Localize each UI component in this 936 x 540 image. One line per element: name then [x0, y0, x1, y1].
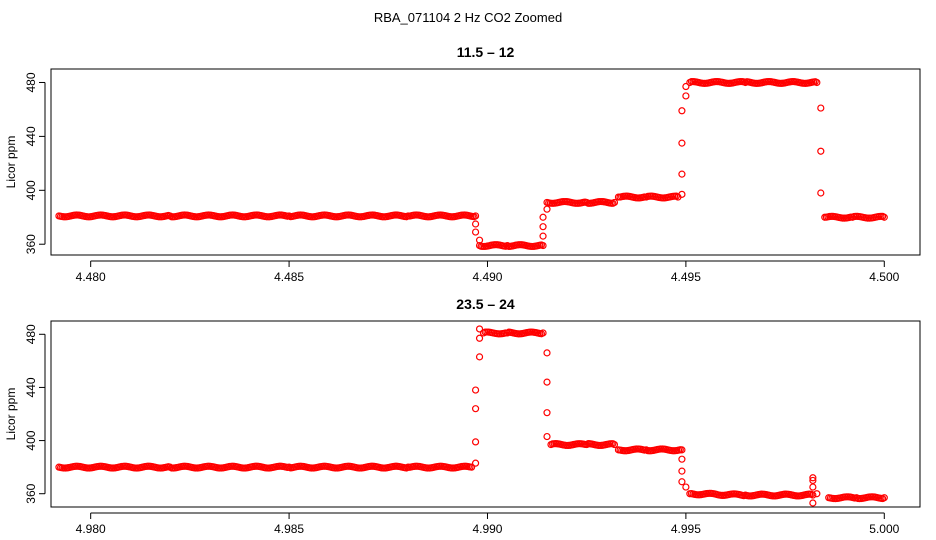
y-axis-label: Licor ppm [4, 136, 18, 189]
data-point [678, 446, 686, 454]
data-point [678, 478, 686, 486]
data-point [809, 474, 817, 482]
data-point [471, 228, 480, 236]
panel-title: 11.5 – 12 [457, 44, 515, 60]
data-point [543, 205, 551, 213]
data-point [471, 459, 480, 467]
data-point [809, 483, 817, 491]
data-point [543, 409, 551, 417]
data-point [678, 467, 686, 475]
data-point [678, 107, 686, 115]
data-point [813, 78, 821, 87]
data-point [539, 223, 547, 231]
panel-title: 23.5 – 24 [456, 296, 515, 312]
data-point [471, 405, 480, 413]
data-point [682, 483, 690, 491]
panel-2: 23.5 – 24 4.980 4.985 4.990 4.995 5.000 360 400… [4, 296, 921, 536]
data-point [539, 232, 547, 240]
y-tick-label: 440 [24, 377, 38, 397]
figure-title: RBA_071104 2 Hz CO2 Zoomed [374, 10, 562, 25]
data-point [809, 476, 817, 485]
data-point [539, 213, 547, 221]
data-point [543, 432, 551, 441]
data-point [678, 170, 686, 178]
data-point [471, 438, 480, 446]
data-point [475, 334, 484, 342]
data-point [610, 440, 619, 449]
data-point [809, 499, 817, 507]
data-point [682, 82, 690, 91]
panels: 11.5 – 12 4.480 4.485 4.490 4.495 4.500 360 400… [4, 44, 921, 536]
y-tick-label: 360 [24, 234, 38, 254]
data-point [880, 213, 888, 221]
data-point [682, 92, 690, 100]
x-tick-label: 4.980 [76, 522, 106, 536]
data-point [678, 190, 686, 198]
data-series [55, 325, 888, 507]
data-point [678, 455, 686, 463]
x-tick-label: 4.995 [671, 522, 701, 536]
data-point [610, 198, 619, 207]
x-tick-label: 4.490 [472, 270, 502, 284]
data-point [468, 463, 476, 471]
data-point [471, 386, 480, 394]
x-tick-label: 4.485 [274, 270, 304, 284]
y-axis-label: Licor ppm [4, 388, 18, 441]
x-tick-label: 4.990 [472, 522, 502, 536]
data-point [539, 329, 547, 337]
x-tick-label: 5.000 [869, 522, 899, 536]
y-tick-label: 360 [24, 483, 38, 503]
data-point [880, 494, 888, 502]
plot-frame [50, 320, 921, 508]
x-tick-label: 4.500 [869, 270, 899, 284]
data-point [817, 147, 825, 155]
x-tick-label: 4.495 [671, 270, 701, 284]
y-tick-label: 440 [24, 126, 38, 146]
y-tick-label: 400 [24, 180, 38, 200]
x-tick-label: 4.480 [76, 270, 106, 284]
data-point [543, 349, 551, 357]
data-point [678, 139, 686, 147]
data-point [817, 189, 825, 197]
data-point [475, 353, 484, 361]
panel-1: 11.5 – 12 4.480 4.485 4.490 4.495 4.500 360 400… [4, 44, 921, 284]
y-tick-label: 480 [24, 72, 38, 92]
data-series [55, 77, 888, 251]
data-point [809, 491, 817, 499]
x-tick-label: 4.985 [274, 522, 304, 536]
data-point [471, 220, 480, 228]
y-tick-label: 400 [24, 430, 38, 450]
data-point [817, 104, 825, 112]
data-point [471, 212, 480, 220]
data-point [543, 378, 551, 386]
data-point [813, 490, 821, 498]
data-point [539, 241, 547, 250]
data-point [475, 325, 484, 333]
plot-frame [50, 68, 921, 256]
y-tick-label: 480 [24, 324, 38, 344]
